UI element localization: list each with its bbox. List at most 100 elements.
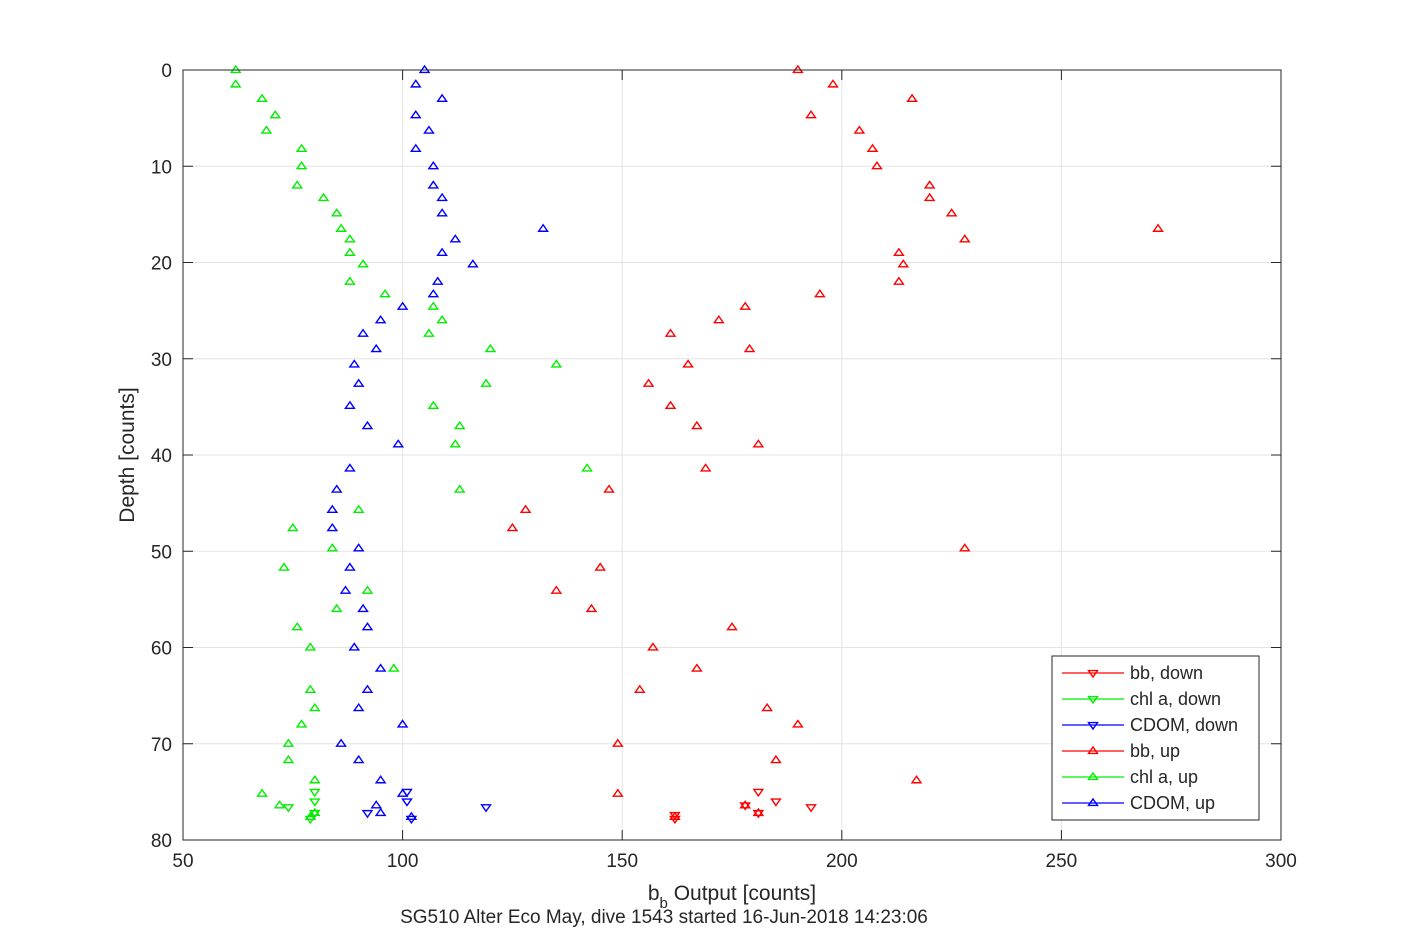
data-point bbox=[923, 192, 936, 202]
data-point bbox=[308, 702, 321, 712]
data-point bbox=[405, 811, 418, 821]
data-point bbox=[923, 180, 936, 189]
x-axis-ticks: 50 100 150 200 250 300 bbox=[172, 70, 1297, 872]
data-point bbox=[958, 543, 971, 552]
data-point bbox=[449, 439, 462, 448]
data-point bbox=[805, 109, 817, 119]
data-point bbox=[308, 809, 321, 819]
x-tick-label: 300 bbox=[1265, 851, 1297, 872]
data-point bbox=[335, 223, 347, 232]
legend-label: bb, up bbox=[1130, 741, 1180, 761]
data-point bbox=[308, 775, 321, 784]
y-axis-label: Depth [counts] bbox=[116, 387, 139, 522]
data-point bbox=[453, 484, 466, 493]
data-point bbox=[699, 463, 712, 472]
data-point bbox=[506, 522, 519, 532]
data-point bbox=[423, 328, 435, 337]
data-point bbox=[484, 343, 497, 353]
legend-marker bbox=[1087, 745, 1099, 755]
data-point bbox=[436, 192, 448, 202]
data-point bbox=[282, 804, 295, 813]
data-point bbox=[427, 301, 440, 310]
data-point bbox=[344, 234, 356, 243]
data-point bbox=[409, 143, 422, 153]
legend-marker bbox=[1087, 669, 1099, 679]
legend-label: CDOM, up bbox=[1130, 793, 1215, 813]
data-point bbox=[423, 125, 435, 134]
data-point bbox=[792, 64, 804, 74]
data-point bbox=[752, 439, 765, 448]
data-point bbox=[647, 642, 659, 651]
data-point bbox=[761, 702, 773, 712]
data-point bbox=[357, 328, 369, 337]
data-point bbox=[330, 484, 343, 493]
data-point bbox=[295, 143, 308, 153]
data-point bbox=[739, 800, 752, 809]
data-point bbox=[467, 259, 479, 268]
data-point bbox=[453, 420, 466, 430]
data-point bbox=[269, 109, 282, 119]
data-point bbox=[308, 788, 321, 798]
data-point bbox=[344, 276, 356, 285]
data-point bbox=[691, 420, 703, 430]
data-point bbox=[352, 504, 365, 513]
data-point bbox=[374, 807, 387, 817]
data-point bbox=[344, 247, 356, 257]
data-point bbox=[352, 378, 365, 387]
x-tick-label: 50 bbox=[172, 851, 193, 872]
data-point bbox=[682, 359, 694, 368]
data-point bbox=[427, 160, 440, 170]
data-point bbox=[295, 719, 308, 728]
data-point bbox=[611, 738, 624, 747]
data-point bbox=[304, 684, 317, 693]
data-point bbox=[229, 79, 242, 88]
data-point bbox=[304, 811, 317, 821]
data-point bbox=[409, 109, 422, 119]
data-point bbox=[893, 247, 905, 257]
data-point bbox=[295, 160, 308, 170]
data-point bbox=[339, 585, 352, 594]
data-point bbox=[945, 208, 958, 217]
data-point bbox=[401, 798, 413, 807]
data-point bbox=[374, 314, 387, 324]
data-point bbox=[326, 522, 339, 532]
legend-box bbox=[1051, 655, 1260, 821]
legend-label: chl a, down bbox=[1130, 689, 1221, 709]
data-point bbox=[348, 359, 361, 368]
data-point bbox=[550, 359, 563, 368]
data-point bbox=[291, 180, 304, 189]
data-point bbox=[361, 809, 374, 819]
data-point bbox=[1152, 223, 1164, 232]
data-point bbox=[664, 400, 677, 410]
data-point bbox=[752, 809, 765, 819]
y-tick-label: 70 bbox=[151, 735, 172, 756]
chart-title: SG510 Alter Eco May, dive 1543 started 1… bbox=[400, 907, 928, 928]
x-axis-label-rest: Output [counts] bbox=[668, 882, 816, 905]
data-point bbox=[581, 463, 593, 472]
data-point bbox=[370, 343, 383, 353]
data-point bbox=[436, 247, 448, 257]
data-point bbox=[726, 622, 738, 631]
data-point bbox=[344, 562, 356, 571]
data-point bbox=[893, 276, 905, 285]
data-point bbox=[814, 288, 826, 298]
data-point bbox=[418, 64, 431, 74]
data-point bbox=[282, 738, 295, 747]
data-point bbox=[387, 663, 400, 672]
data-point bbox=[396, 788, 409, 797]
data-point bbox=[317, 192, 330, 202]
legend-label: chl a, up bbox=[1130, 767, 1198, 787]
data-point bbox=[611, 788, 624, 797]
y-tick-label: 20 bbox=[151, 254, 172, 275]
data-point bbox=[352, 543, 365, 552]
data-point bbox=[352, 702, 365, 712]
data-point bbox=[436, 93, 448, 103]
data-point bbox=[374, 775, 387, 784]
data-point bbox=[633, 684, 646, 693]
data-point bbox=[392, 439, 405, 448]
data-point bbox=[396, 719, 409, 728]
data-point bbox=[357, 259, 369, 268]
series-3 bbox=[506, 64, 1164, 821]
legend-marker bbox=[1087, 797, 1099, 807]
data-point bbox=[770, 798, 782, 807]
